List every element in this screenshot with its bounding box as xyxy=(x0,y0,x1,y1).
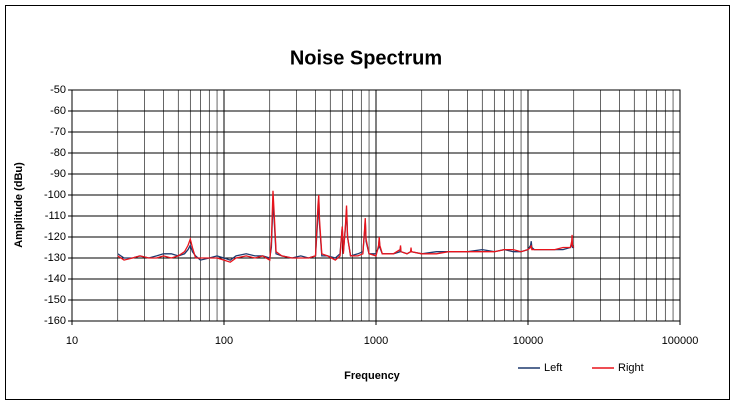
y-tick-label: -120 xyxy=(44,231,66,243)
y-tick-label: -110 xyxy=(45,210,66,222)
chart-title: Noise Spectrum xyxy=(290,47,442,69)
legend-label: Left xyxy=(544,362,562,374)
y-tick-label: -150 xyxy=(44,294,66,306)
y-tick-label: -160 xyxy=(44,315,66,327)
y-tick-label: -90 xyxy=(50,168,66,180)
y-tick-label: -80 xyxy=(50,147,66,159)
x-tick-label: 10 xyxy=(66,335,78,347)
y-tick-label: -70 xyxy=(50,126,66,138)
y-tick-label: -100 xyxy=(44,189,66,201)
x-tick-label: 10000 xyxy=(513,335,544,347)
x-axis-label: Frequency xyxy=(344,370,401,382)
y-tick-label: -130 xyxy=(44,252,66,264)
y-tick-label: -60 xyxy=(50,105,66,117)
y-tick-label: -50 xyxy=(50,84,66,96)
line-series xyxy=(117,190,575,263)
x-tick-label: 100000 xyxy=(662,335,699,347)
x-tick-label: 100 xyxy=(215,335,233,347)
y-tick-label: -140 xyxy=(44,273,66,285)
legend-label: Right xyxy=(618,362,644,374)
x-tick-label: 1000 xyxy=(364,335,388,347)
y-axis-label: Amplitude (dBu) xyxy=(13,162,25,248)
plot-frame xyxy=(71,89,681,322)
